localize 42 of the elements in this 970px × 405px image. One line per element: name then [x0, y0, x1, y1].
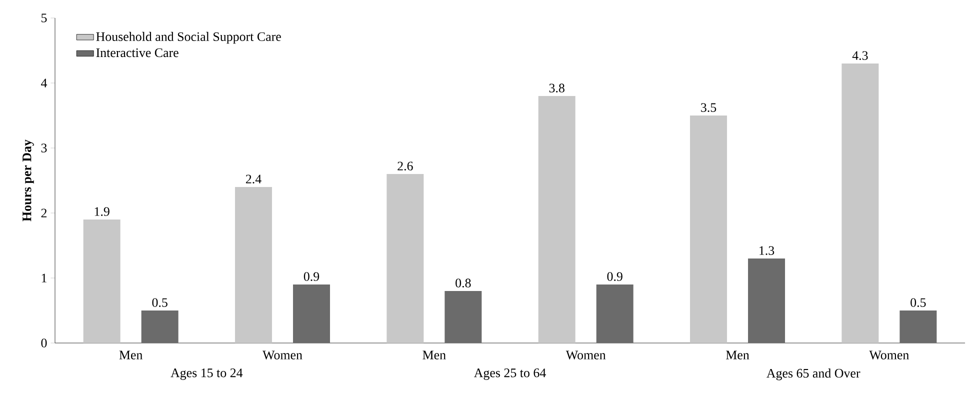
data-label: 0.9 — [607, 272, 622, 281]
bar — [386, 174, 424, 343]
y-tick-label: 1 — [42, 274, 46, 282]
x-tick-label: Women — [566, 350, 606, 360]
data-label: 1.3 — [760, 246, 774, 255]
data-label: 0.9 — [304, 272, 320, 281]
x-tick-label: Women — [262, 350, 302, 360]
x-tick-label: Men — [726, 350, 750, 360]
y-tick-label: 3 — [41, 144, 47, 152]
y-tick-label: 0 — [41, 338, 47, 348]
bar — [900, 310, 937, 343]
bar — [83, 220, 120, 343]
bar — [842, 63, 879, 343]
y-tick-label: 2 — [41, 208, 47, 218]
legend-label: Household and Social Support Care — [96, 32, 281, 44]
bar — [748, 258, 786, 343]
y-tick-label: 4 — [41, 78, 48, 88]
data-label: 2.6 — [398, 162, 413, 170]
data-label: 0.5 — [152, 298, 168, 307]
text: Ages 15 to 24 — [170, 368, 243, 380]
data-label: 4.3 — [852, 51, 868, 60]
data-label: 2.4 — [246, 174, 262, 184]
y-tick-label: 5 — [42, 14, 47, 22]
x-tick-label: Men — [119, 350, 143, 360]
bar — [235, 187, 272, 343]
text: Ages 25 to 64 — [474, 368, 546, 380]
data-label: 3.5 — [701, 103, 716, 112]
bar — [596, 284, 634, 343]
bar — [141, 310, 178, 343]
x-tick-label: Men — [422, 350, 446, 360]
bar — [293, 284, 330, 343]
bar — [538, 96, 576, 343]
bar — [690, 115, 728, 343]
y-axis-title: Hours per Day — [22, 140, 34, 222]
bar — [444, 291, 482, 343]
data-label: 0.5 — [910, 298, 926, 307]
text: Ages 65 and Over — [766, 368, 860, 380]
data-label: 1.9 — [94, 207, 110, 216]
x-tick-label: Women — [869, 350, 909, 360]
data-label: 3.8 — [549, 84, 564, 92]
data-label: 0.8 — [456, 278, 471, 288]
legend-label: Interactive Care — [96, 48, 178, 58]
